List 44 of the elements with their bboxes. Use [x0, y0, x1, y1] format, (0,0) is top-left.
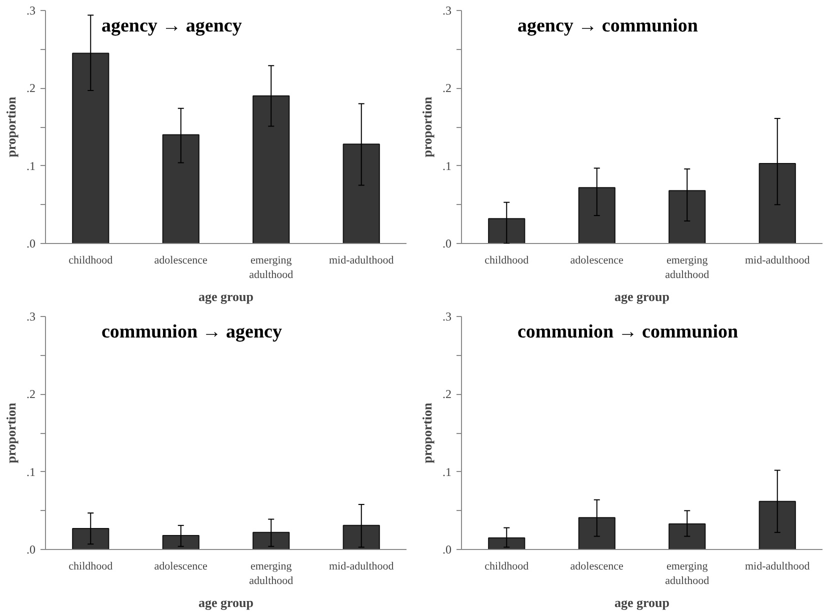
y-tick-label: .1 — [442, 464, 452, 479]
x-tick-label: adolescence — [570, 254, 624, 266]
y-axis-title: proportion — [420, 402, 434, 464]
chart-title: communion → agency — [101, 322, 282, 342]
x-tick-label: adolescence — [154, 254, 208, 266]
y-tick-label: .1 — [26, 158, 36, 173]
x-tick-label: mid-adulthood — [328, 560, 394, 572]
y-axis-title: proportion — [4, 402, 18, 464]
chart-title: agency → communion — [517, 16, 698, 36]
y-tick-label: .2 — [442, 387, 452, 402]
y-tick-label: .3 — [442, 310, 452, 324]
x-tick-label: emerging adulthood — [665, 560, 710, 587]
y-tick-label: .2 — [26, 81, 36, 96]
y-axis-title: proportion — [420, 96, 434, 158]
y-tick-label: .3 — [26, 310, 36, 324]
chart-title: communion → communion — [517, 322, 739, 342]
x-tick-label: emerging adulthood — [249, 560, 294, 587]
x-tick-label: adolescence — [570, 560, 624, 572]
x-axis-title: age group — [614, 594, 670, 610]
x-tick-label: childhood — [484, 560, 530, 572]
y-tick-label: .1 — [26, 464, 36, 479]
y-tick-label: .3 — [442, 4, 452, 18]
x-tick-label: mid-adulthood — [744, 560, 810, 572]
y-axis-title: proportion — [4, 96, 18, 158]
x-tick-label: childhood — [484, 254, 530, 266]
chart-title: agency → agency — [101, 16, 242, 36]
y-tick-label: .2 — [26, 387, 36, 402]
y-tick-label: .1 — [442, 158, 452, 173]
x-tick-label: emerging adulthood — [249, 254, 294, 281]
x-axis-title: age group — [614, 288, 670, 304]
x-tick-label: adolescence — [154, 560, 208, 572]
x-tick-label: emerging adulthood — [665, 254, 710, 281]
y-tick-label: .0 — [26, 236, 36, 250]
x-tick-label: childhood — [68, 560, 114, 572]
x-tick-label: childhood — [68, 254, 114, 266]
x-axis-title: age group — [198, 288, 254, 304]
y-tick-label: .0 — [442, 542, 452, 556]
y-tick-label: .0 — [26, 542, 36, 556]
x-axis-title: age group — [198, 594, 254, 610]
y-tick-label: .3 — [26, 4, 36, 18]
x-tick-label: mid-adulthood — [328, 254, 394, 266]
y-tick-label: .2 — [442, 81, 452, 96]
x-tick-label: mid-adulthood — [744, 254, 810, 266]
y-tick-label: .0 — [442, 236, 452, 250]
